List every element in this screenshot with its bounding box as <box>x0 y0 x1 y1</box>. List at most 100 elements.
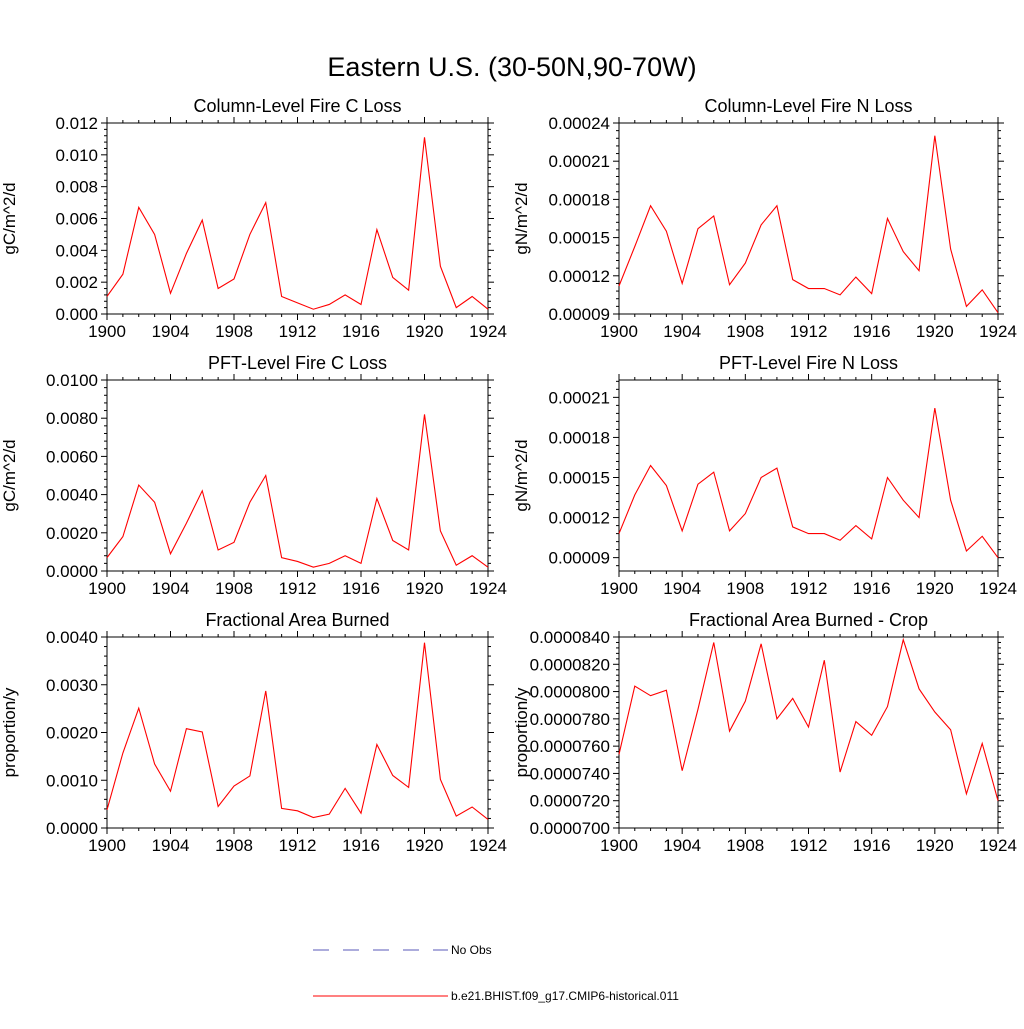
panel-title: Column-Level Fire C Loss <box>193 96 401 116</box>
y-axis-label: gN/m^2/d <box>512 439 531 511</box>
figure-title: Eastern U.S. (30-50N,90-70W) <box>327 52 696 82</box>
panel-3: 0.0000 0.0020 0.0040 0.0060 0.0080 0.0100 1900… <box>0 353 507 598</box>
x-tick-label: 1912 <box>279 836 317 855</box>
x-tick-label: 1916 <box>342 322 380 341</box>
y-tick-label: 0.00018 <box>549 428 610 447</box>
x-tick-label: 1924 <box>469 836 507 855</box>
y-tick-label: 0.00024 <box>549 114 610 133</box>
y-axis-label: proportion/y <box>0 687 19 777</box>
x-tick-label: 1900 <box>600 836 638 855</box>
panel-title: Fractional Area Burned - Crop <box>689 610 928 630</box>
x-tick-label: 1908 <box>215 836 253 855</box>
y-tick-label: 0.0000840 <box>530 628 610 647</box>
series-line <box>618 135 999 314</box>
y-tick-label: 0.004 <box>55 241 98 260</box>
y-axis-label: gC/m^2/d <box>0 439 19 511</box>
panel-6: 0.0000700 0.0000720 0.0000740 0.0000760 0.00… <box>512 610 1017 855</box>
y-tick-label: 0.0000 <box>46 819 98 838</box>
x-tick-label: 1904 <box>663 579 701 598</box>
x-tick-label: 1920 <box>916 579 954 598</box>
x-tick-label: 1904 <box>663 836 701 855</box>
y-tick-label: 0.0000740 <box>530 764 610 783</box>
plot-frame <box>618 636 999 829</box>
legend-label-no-obs: No Obs <box>451 943 492 957</box>
x-tick-label: 1900 <box>600 322 638 341</box>
x-tick-label: 1908 <box>726 322 764 341</box>
x-tick-label: 1908 <box>215 579 253 598</box>
y-tick-label: 0.00018 <box>549 190 610 209</box>
y-tick-label: 0.00012 <box>549 267 610 286</box>
y-axis-label: gN/m^2/d <box>512 182 531 254</box>
y-tick-label: 0.00012 <box>549 509 610 528</box>
x-tick-label: 1908 <box>726 579 764 598</box>
series-line <box>106 137 489 310</box>
x-tick-label: 1924 <box>469 322 507 341</box>
panel-title: PFT-Level Fire N Loss <box>719 353 898 373</box>
x-tick-label: 1920 <box>406 322 444 341</box>
x-tick-label: 1900 <box>600 579 638 598</box>
x-tick-label: 1912 <box>790 836 828 855</box>
plot-frame <box>106 636 489 829</box>
x-tick-label: 1920 <box>916 322 954 341</box>
x-tick-label: 1916 <box>342 836 380 855</box>
x-tick-label: 1904 <box>663 322 701 341</box>
x-tick-label: 1904 <box>152 322 190 341</box>
plot-frame <box>618 122 999 315</box>
y-tick-label: 0.00015 <box>549 229 610 248</box>
series-line <box>618 407 999 558</box>
y-tick-label: 0.0000780 <box>530 710 610 729</box>
x-tick-label: 1912 <box>790 579 828 598</box>
plot-frame <box>106 379 489 572</box>
x-tick-label: 1916 <box>853 579 891 598</box>
x-tick-label: 1916 <box>853 836 891 855</box>
x-tick-label: 1920 <box>406 836 444 855</box>
x-tick-label: 1904 <box>152 836 190 855</box>
plot-frame <box>106 122 489 315</box>
x-tick-label: 1916 <box>853 322 891 341</box>
x-tick-label: 1900 <box>88 836 126 855</box>
x-tick-label: 1924 <box>979 322 1017 341</box>
y-tick-label: 0.00021 <box>549 152 610 171</box>
y-tick-label: 0.0020 <box>46 524 98 543</box>
panel-title: Fractional Area Burned <box>205 610 389 630</box>
x-tick-label: 1904 <box>152 579 190 598</box>
y-axis-label: gC/m^2/d <box>0 182 19 254</box>
x-tick-label: 1912 <box>279 579 317 598</box>
y-tick-label: 0.008 <box>55 178 98 197</box>
y-tick-label: 0.0000700 <box>530 819 610 838</box>
plot-frame <box>618 379 999 572</box>
legend: No Obs b.e21.BHIST.f09_g17.CMIP6-histori… <box>313 943 679 1003</box>
y-tick-label: 0.010 <box>55 146 98 165</box>
x-tick-label: 1908 <box>726 836 764 855</box>
y-tick-label: 0.000 <box>55 305 98 324</box>
y-tick-label: 0.0060 <box>46 447 98 466</box>
series-line <box>618 637 999 801</box>
y-axis-label: proportion/y <box>512 687 531 777</box>
x-tick-label: 1912 <box>790 322 828 341</box>
y-tick-label: 0.00009 <box>549 549 610 568</box>
y-tick-label: 0.0080 <box>46 409 98 428</box>
x-tick-label: 1924 <box>979 836 1017 855</box>
series-line <box>106 642 489 820</box>
x-tick-label: 1924 <box>469 579 507 598</box>
y-tick-label: 0.0010 <box>46 771 98 790</box>
y-tick-label: 0.0000800 <box>530 683 610 702</box>
y-tick-label: 0.00021 <box>549 388 610 407</box>
y-tick-label: 0.0040 <box>46 486 98 505</box>
y-tick-label: 0.006 <box>55 210 98 229</box>
legend-label-model: b.e21.BHIST.f09_g17.CMIP6-historical.011 <box>451 989 679 1003</box>
y-tick-label: 0.00009 <box>549 305 610 324</box>
y-tick-label: 0.0040 <box>46 628 98 647</box>
panel-1: 0.000 0.002 0.004 0.006 0.008 0.010 0.012 1900 1… <box>0 96 507 341</box>
panel-title: Column-Level Fire N Loss <box>704 96 912 116</box>
y-tick-label: 0.0100 <box>46 371 98 390</box>
x-tick-label: 1916 <box>342 579 380 598</box>
x-tick-label: 1920 <box>406 579 444 598</box>
x-tick-label: 1908 <box>215 322 253 341</box>
y-tick-label: 0.0000820 <box>530 655 610 674</box>
panel-4: 0.00009 0.00012 0.00015 0.00018 0.00021 1900 1… <box>512 353 1017 598</box>
panel-5: 0.0000 0.0010 0.0020 0.0030 0.0040 1900 1904 19… <box>0 610 507 855</box>
x-tick-label: 1920 <box>916 836 954 855</box>
